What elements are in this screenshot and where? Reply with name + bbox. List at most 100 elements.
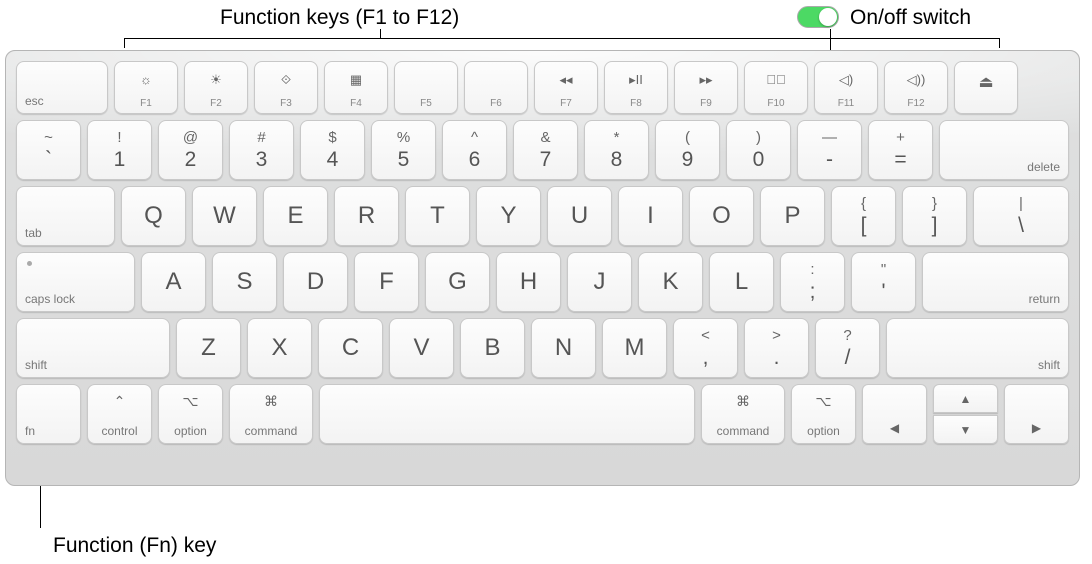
key-a[interactable]: A xyxy=(141,252,206,312)
key-control[interactable]: ⌃control xyxy=(87,384,152,444)
key-top: ! xyxy=(117,130,121,145)
key-delete[interactable]: delete xyxy=(939,120,1069,180)
key-1[interactable]: !1 xyxy=(87,120,152,180)
callout-leader-line xyxy=(830,29,831,50)
key-command-right[interactable]: ⌘command xyxy=(701,384,785,444)
key-b[interactable]: B xyxy=(460,318,525,378)
key-bracket-right[interactable]: }] xyxy=(902,186,967,246)
key-tab[interactable]: tab xyxy=(16,186,115,246)
key-option-left[interactable]: ⌥option xyxy=(158,384,223,444)
key-j[interactable]: J xyxy=(567,252,632,312)
key-shift-left[interactable]: shift xyxy=(16,318,170,378)
key-f[interactable]: F xyxy=(354,252,419,312)
key-d[interactable]: D xyxy=(283,252,348,312)
key-minus[interactable]: —- xyxy=(797,120,862,180)
key-s[interactable]: S xyxy=(212,252,277,312)
key-l[interactable]: L xyxy=(709,252,774,312)
key-main: 5 xyxy=(398,149,410,170)
bracket-line xyxy=(124,38,125,48)
key-r[interactable]: R xyxy=(334,186,399,246)
key-top: ~ xyxy=(44,130,53,145)
key-w[interactable]: W xyxy=(192,186,257,246)
power-switch[interactable] xyxy=(797,6,839,28)
key-quote[interactable]: "' xyxy=(851,252,916,312)
key-6[interactable]: ^6 xyxy=(442,120,507,180)
key-i[interactable]: I xyxy=(618,186,683,246)
key-capslock[interactable]: caps lock xyxy=(16,252,135,312)
key-y[interactable]: Y xyxy=(476,186,541,246)
key-v[interactable]: V xyxy=(389,318,454,378)
key-f11[interactable]: ◁)F11 xyxy=(814,61,878,114)
key-z[interactable]: Z xyxy=(176,318,241,378)
key-main: 0 xyxy=(753,149,765,170)
key-x[interactable]: X xyxy=(247,318,312,378)
key-letter: M xyxy=(625,334,645,362)
key-q[interactable]: Q xyxy=(121,186,186,246)
key-option-right[interactable]: ⌥option xyxy=(791,384,856,444)
key-f10[interactable]: ◁⃠F10 xyxy=(744,61,808,114)
key-f9[interactable]: ▸▸F9 xyxy=(674,61,738,114)
key-main: , xyxy=(703,347,709,368)
key-backslash[interactable]: |\ xyxy=(973,186,1069,246)
key-semicolon[interactable]: :; xyxy=(780,252,845,312)
key-letter: C xyxy=(342,334,359,362)
key-label: F4 xyxy=(325,98,387,109)
key-label: fn xyxy=(25,424,35,438)
key-f1[interactable]: ☼F1 xyxy=(114,61,178,114)
key-arrow-left[interactable]: ◀ xyxy=(862,384,927,444)
key-letter: J xyxy=(594,268,606,296)
key-4[interactable]: $4 xyxy=(300,120,365,180)
key-slash[interactable]: ?/ xyxy=(815,318,880,378)
key-e[interactable]: E xyxy=(263,186,328,246)
key-n[interactable]: N xyxy=(531,318,596,378)
key-g[interactable]: G xyxy=(425,252,490,312)
key-letter: F xyxy=(379,268,394,296)
key-label: esc xyxy=(25,94,44,108)
key-backtick[interactable]: ~` xyxy=(16,120,81,180)
key-f3[interactable]: ⟐F3 xyxy=(254,61,318,114)
key-return[interactable]: return xyxy=(922,252,1069,312)
key-k[interactable]: K xyxy=(638,252,703,312)
key-main: \ xyxy=(1018,215,1024,236)
key-arrow-right[interactable]: ▶ xyxy=(1004,384,1069,444)
key-f6[interactable]: F6 xyxy=(464,61,528,114)
key-f2[interactable]: ☀F2 xyxy=(184,61,248,114)
key-period[interactable]: >. xyxy=(744,318,809,378)
key-arrow-up[interactable]: ▲ xyxy=(933,384,998,413)
key-esc[interactable]: esc xyxy=(16,61,108,114)
key-f5[interactable]: F5 xyxy=(394,61,458,114)
key-0[interactable]: )0 xyxy=(726,120,791,180)
rewind-icon: ◂◂ xyxy=(535,72,597,88)
key-2[interactable]: @2 xyxy=(158,120,223,180)
key-3[interactable]: #3 xyxy=(229,120,294,180)
key-fn[interactable]: fn xyxy=(16,384,81,444)
key-eject[interactable]: ⏏ xyxy=(954,61,1018,114)
key-p[interactable]: P xyxy=(760,186,825,246)
key-f8[interactable]: ▸IIF8 xyxy=(604,61,668,114)
key-comma[interactable]: <, xyxy=(673,318,738,378)
key-f7[interactable]: ◂◂F7 xyxy=(534,61,598,114)
key-7[interactable]: &7 xyxy=(513,120,578,180)
key-shift-right[interactable]: shift xyxy=(886,318,1069,378)
key-5[interactable]: %5 xyxy=(371,120,436,180)
key-spacebar[interactable] xyxy=(319,384,695,444)
key-9[interactable]: (9 xyxy=(655,120,720,180)
key-u[interactable]: U xyxy=(547,186,612,246)
bracket-line xyxy=(380,29,381,39)
key-o[interactable]: O xyxy=(689,186,754,246)
key-f4[interactable]: ▦F4 xyxy=(324,61,388,114)
key-c[interactable]: C xyxy=(318,318,383,378)
key-bracket-left[interactable]: {[ xyxy=(831,186,896,246)
key-letter: S xyxy=(236,268,252,296)
key-equals[interactable]: += xyxy=(868,120,933,180)
row-bottom: fn ⌃control ⌥option ⌘command ⌘command ⌥o… xyxy=(16,384,1069,444)
key-t[interactable]: T xyxy=(405,186,470,246)
key-arrow-down[interactable]: ▼ xyxy=(933,415,998,444)
key-f12[interactable]: ◁))F12 xyxy=(884,61,948,114)
key-8[interactable]: *8 xyxy=(584,120,649,180)
key-h[interactable]: H xyxy=(496,252,561,312)
bracket-line xyxy=(999,38,1000,48)
key-command-left[interactable]: ⌘command xyxy=(229,384,313,444)
key-main: 3 xyxy=(256,149,268,170)
key-m[interactable]: M xyxy=(602,318,667,378)
